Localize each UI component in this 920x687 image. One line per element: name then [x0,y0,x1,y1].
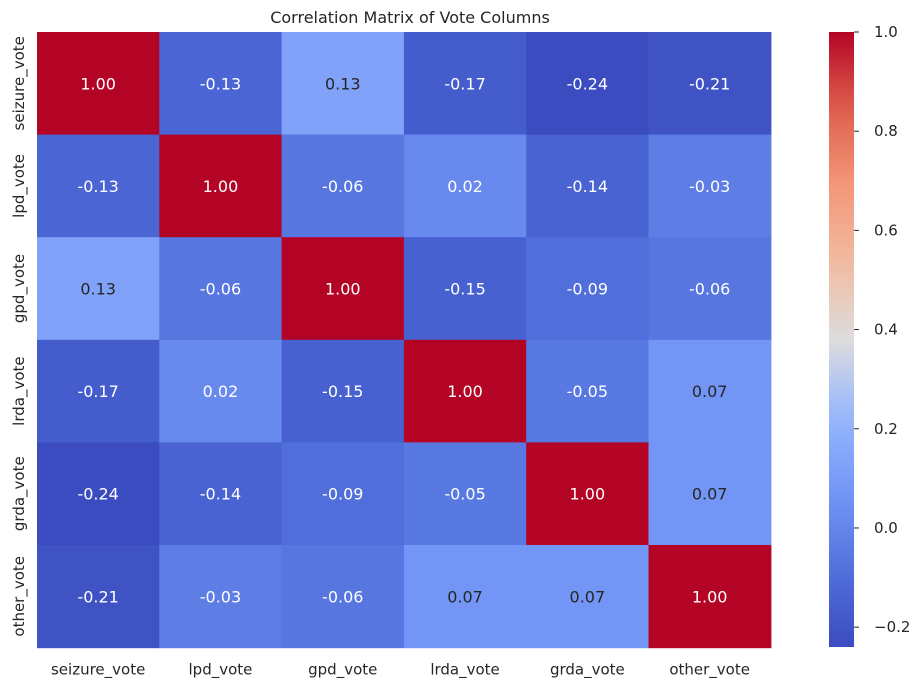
x-tick-label: seizure_vote [51,661,145,680]
cell-value-label: 1.00 [447,382,483,401]
y-tick-label: gpd_vote [10,254,29,323]
heatmap-cell [403,134,527,238]
heatmap-cell [281,339,405,443]
heatmap-cell [159,339,283,443]
cell-value-label: -0.03 [689,177,730,196]
colorbar-tick-label: 0.6 [874,221,898,239]
cell-value-label: -0.05 [444,485,485,504]
cell-value-label: 0.02 [447,177,483,196]
colorbar-tick-label: 0.8 [874,122,898,140]
cell-value-label: -0.24 [567,74,608,93]
cell-value-label: 0.02 [203,382,239,401]
cell-value-label: -0.17 [444,74,485,93]
heatmap-cell [159,442,283,546]
cell-value-label: 1.00 [325,280,361,299]
cell-value-label: -0.17 [77,382,118,401]
heatmap-cell [159,545,283,649]
y-tick-label: other_vote [10,556,29,637]
heatmap-cell [281,442,405,546]
cell-value-label: 0.07 [570,587,606,606]
heatmap-cell [159,134,283,238]
y-tick-label: grda_vote [10,456,29,531]
cell-value-label: -0.09 [322,485,363,504]
cell-value-label: -0.14 [200,485,241,504]
cell-value-label: -0.05 [567,382,608,401]
colorbar-tick-label: 0.0 [874,519,898,537]
heatmap-cell [37,32,160,136]
heatmap-cell [403,442,527,546]
heatmap-cell [648,545,772,649]
cell-value-label: -0.15 [322,382,363,401]
cell-value-label: 1.00 [203,177,239,196]
heatmap-cell [281,545,405,649]
x-tick-label: gpd_vote [308,661,377,680]
cell-value-label: -0.06 [200,280,241,299]
x-tick-label: lpd_vote [189,661,253,680]
cell-value-label: 0.07 [692,485,728,504]
x-tick-label: lrda_vote [430,661,499,680]
colorbar-tick-label: 1.0 [874,23,898,41]
cell-value-label: -0.13 [77,177,118,196]
cell-value-label: -0.24 [77,485,118,504]
heatmap-cell [37,339,160,443]
heatmap-cell [526,32,650,136]
x-tick-label: other_vote [669,661,750,680]
heatmap-cell [526,545,650,649]
cell-value-label: -0.14 [567,177,608,196]
heatmap-cell [37,442,160,546]
heatmap-cell [37,545,160,649]
heatmap-cell [281,237,405,341]
colorbar-tick-label: −0.2 [874,618,910,636]
cell-value-label: -0.15 [444,280,485,299]
y-axis-tick-labels: seizure_vote lpd_vote gpd_vote lrda_votegrd… [10,36,29,636]
y-tick-label: seizure_vote [10,36,29,130]
heatmap-cell [403,237,527,341]
colorbar-tick-label: 0.4 [874,321,898,339]
heatmap-cell [281,134,405,238]
cell-value-label: 1.00 [570,485,606,504]
cell-value-label: 1.00 [692,587,728,606]
heatmap-cell [37,237,160,341]
y-tick-label: lpd_vote [10,154,29,218]
heatmap-cell [526,442,650,546]
cell-value-label: -0.09 [567,280,608,299]
heatmap-cell [526,134,650,238]
x-tick-label: grda_vote [550,661,625,680]
heatmap-cell [648,339,772,443]
heatmap-cells [37,32,772,649]
x-axis-tick-labels: seizure_vote lpd_vote gpd_vote lrda_vote grd… [51,661,750,680]
y-tick-label: lrda_vote [10,356,29,425]
heatmap-annotations: 1.00 -0.13 0.13 -0.17 -0.24 -0.21 -0.13 1.00 -0.… [77,74,730,606]
colorbar-gradient [829,32,854,647]
cell-value-label: 0.13 [80,280,116,299]
heatmap-cell [403,339,527,443]
cell-value-label: -0.13 [200,74,241,93]
cell-value-label: 0.07 [692,382,728,401]
heatmap-cell [403,545,527,649]
cell-value-label: 0.07 [447,587,483,606]
cell-value-label: -0.21 [77,587,118,606]
heatmap-cell [648,134,772,238]
heatmap-cell [526,339,650,443]
heatmap-cell [403,32,527,136]
cell-value-label: -0.06 [689,280,730,299]
cell-value-label: -0.06 [322,587,363,606]
cell-value-label: 0.13 [325,74,361,93]
heatmap-cell [37,134,160,238]
heatmap-cell [281,32,405,136]
colorbar-tick-label: 0.2 [874,420,898,438]
heatmap-cell [648,442,772,546]
heatmap-cell [648,32,772,136]
heatmap-cell [159,237,283,341]
cell-value-label: 1.00 [80,74,116,93]
chart-title: Correlation Matrix of Vote Columns [270,8,550,27]
cell-value-label: -0.21 [689,74,730,93]
heatmap-cell [159,32,283,136]
colorbar: −0.2 0.0 0.2 0.4 0.6 0.8 1.0 [829,23,910,647]
heatmap-cell [648,237,772,341]
heatmap-cell [526,237,650,341]
cell-value-label: -0.03 [200,587,241,606]
cell-value-label: -0.06 [322,177,363,196]
